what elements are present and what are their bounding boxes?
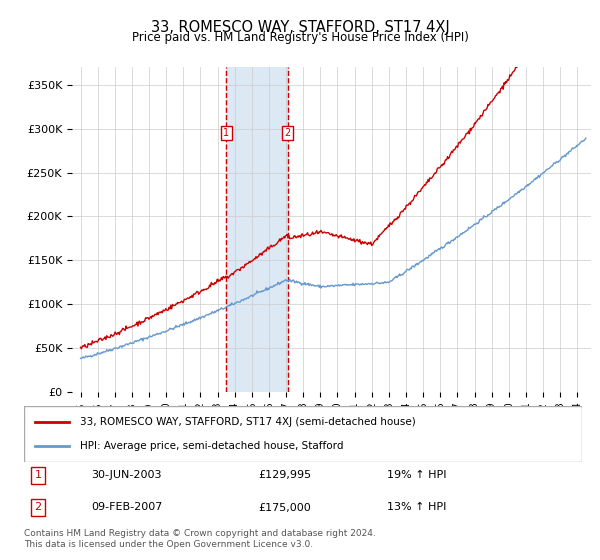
Text: 2: 2 [34,502,41,512]
Bar [226,67,288,392]
Text: 1: 1 [34,470,41,480]
Text: 1: 1 [223,128,229,138]
Text: 09-FEB-2007: 09-FEB-2007 [91,502,163,512]
Text: Price paid vs. HM Land Registry's House Price Index (HPI): Price paid vs. HM Land Registry's House … [131,31,469,44]
Text: Contains HM Land Registry data © Crown copyright and database right 2024.
This d: Contains HM Land Registry data © Crown c… [24,529,376,549]
Text: 33, ROMESCO WAY, STAFFORD, ST17 4XJ: 33, ROMESCO WAY, STAFFORD, ST17 4XJ [151,20,449,35]
Text: HPI: Average price, semi-detached house, Stafford: HPI: Average price, semi-detached house,… [80,441,343,451]
Text: 33, ROMESCO WAY, STAFFORD, ST17 4XJ (semi-detached house): 33, ROMESCO WAY, STAFFORD, ST17 4XJ (sem… [80,417,416,427]
Text: £129,995: £129,995 [259,470,311,480]
Text: £175,000: £175,000 [259,502,311,512]
Text: 2: 2 [284,128,291,138]
Text: 30-JUN-2003: 30-JUN-2003 [91,470,161,480]
FancyBboxPatch shape [24,406,582,462]
Text: 19% ↑ HPI: 19% ↑ HPI [387,470,446,480]
Text: 13% ↑ HPI: 13% ↑ HPI [387,502,446,512]
